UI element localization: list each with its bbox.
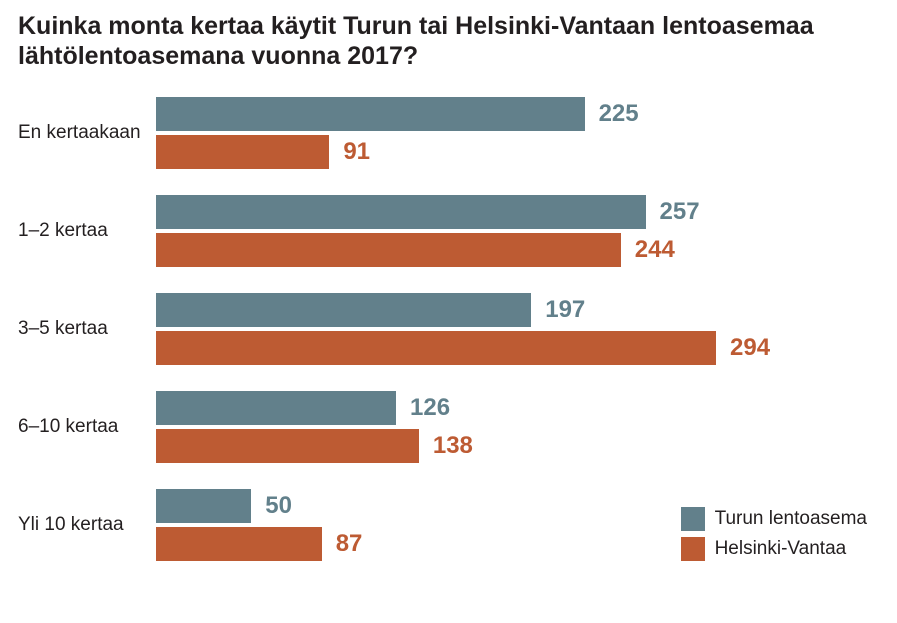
value-label-series2: 244 — [635, 236, 675, 264]
value-label-series1: 257 — [660, 198, 700, 226]
bar-series1 — [156, 195, 646, 229]
bar-series2 — [156, 331, 716, 365]
category-label: 1–2 kertaa — [18, 220, 156, 242]
bar-series1 — [156, 391, 396, 425]
legend-swatch-series1 — [681, 507, 705, 531]
chart-title-line2: lähtölentoasemana vuonna 2017? — [18, 42, 418, 70]
value-label-series1: 50 — [265, 492, 292, 520]
bar-row-series1: 225 — [156, 97, 879, 131]
bar-series2 — [156, 135, 329, 169]
bar-pair: 126 138 — [156, 391, 879, 463]
bar-series1 — [156, 293, 531, 327]
bar-group: 1–2 kertaa 257 244 — [18, 195, 879, 267]
legend-item-series2: Helsinki-Vantaa — [681, 537, 867, 561]
bar-group: 3–5 kertaa 197 294 — [18, 293, 879, 365]
bar-row-series1: 126 — [156, 391, 879, 425]
value-label-series2: 91 — [343, 138, 370, 166]
chart-title: Kuinka monta kertaa käytit Turun tai Hel… — [18, 12, 879, 71]
bar-series1 — [156, 97, 585, 131]
bar-row-series2: 138 — [156, 429, 879, 463]
value-label-series1: 225 — [599, 100, 639, 128]
bar-row-series2: 91 — [156, 135, 879, 169]
category-label: En kertaakaan — [18, 122, 156, 144]
chart-title-line1: Kuinka monta kertaa käytit Turun tai Hel… — [18, 12, 814, 40]
bar-row-series1: 257 — [156, 195, 879, 229]
value-label-series1: 197 — [545, 296, 585, 324]
value-label-series2: 294 — [730, 334, 770, 362]
bar-pair: 257 244 — [156, 195, 879, 267]
bar-row-series2: 244 — [156, 233, 879, 267]
bar-series2 — [156, 233, 621, 267]
value-label-series2: 138 — [433, 432, 473, 460]
grouped-bar-chart: En kertaakaan 225 91 1–2 kertaa 257 244 — [18, 97, 879, 561]
category-label: 3–5 kertaa — [18, 318, 156, 340]
value-label-series2: 87 — [336, 530, 363, 558]
category-label: Yli 10 kertaa — [18, 514, 156, 536]
legend-swatch-series2 — [681, 537, 705, 561]
legend-label-series1: Turun lentoasema — [715, 508, 867, 530]
bar-row-series2: 294 — [156, 331, 879, 365]
bar-pair: 197 294 — [156, 293, 879, 365]
bar-pair: 225 91 — [156, 97, 879, 169]
legend-item-series1: Turun lentoasema — [681, 507, 867, 531]
bar-group: En kertaakaan 225 91 — [18, 97, 879, 169]
legend-label-series2: Helsinki-Vantaa — [715, 538, 847, 560]
legend: Turun lentoasema Helsinki-Vantaa — [681, 507, 867, 561]
bar-group: 6–10 kertaa 126 138 — [18, 391, 879, 463]
value-label-series1: 126 — [410, 394, 450, 422]
bar-series2 — [156, 527, 322, 561]
bar-series1 — [156, 489, 251, 523]
bar-series2 — [156, 429, 419, 463]
bar-row-series1: 197 — [156, 293, 879, 327]
category-label: 6–10 kertaa — [18, 416, 156, 438]
